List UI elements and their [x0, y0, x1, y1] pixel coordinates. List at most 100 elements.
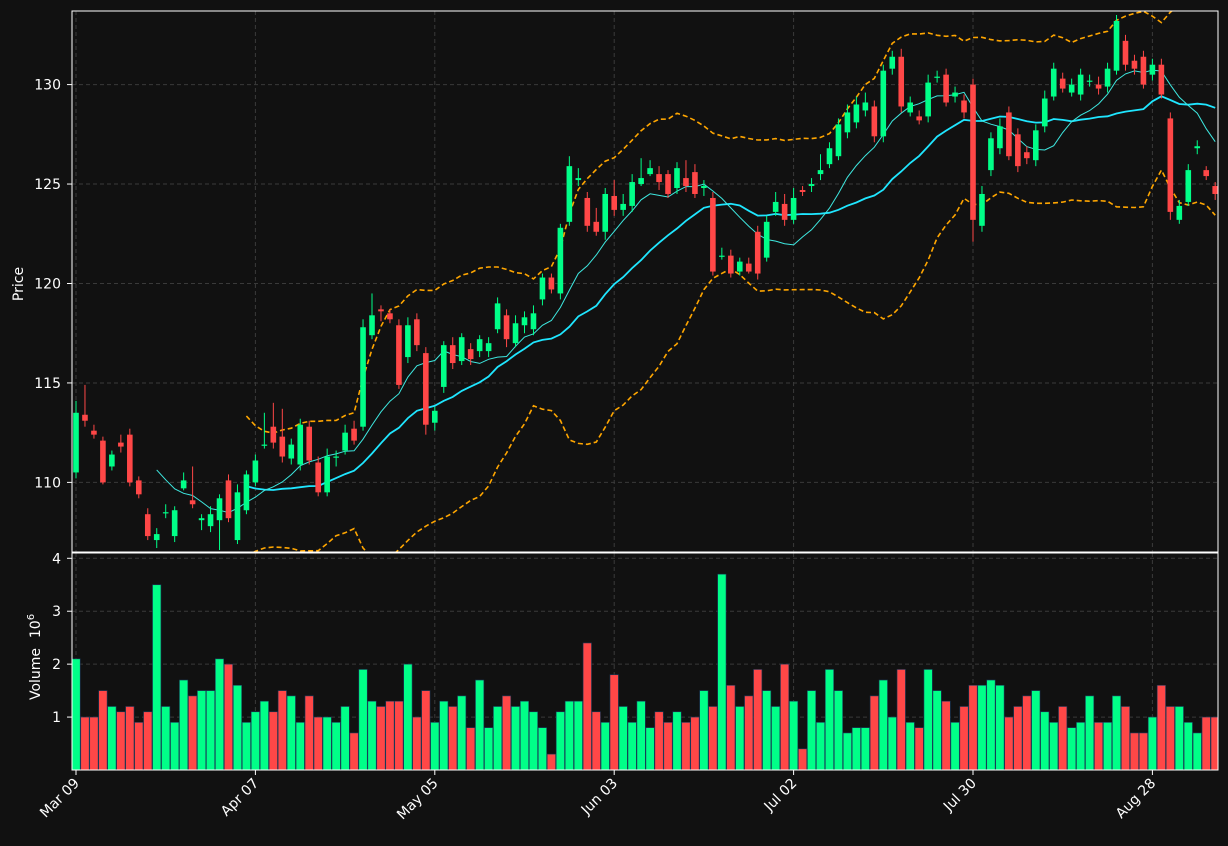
volume-bar — [869, 695, 879, 770]
volume-bar — [950, 722, 960, 770]
volume-bar — [1210, 716, 1218, 770]
candle-body — [1185, 170, 1192, 202]
volume-bar — [206, 690, 216, 770]
volume-bar — [403, 663, 413, 770]
volume-bar — [304, 695, 314, 770]
candle-body — [575, 178, 582, 181]
price-tick-label: 115 — [34, 376, 61, 392]
candle-body — [602, 193, 609, 232]
candle-body — [1113, 20, 1120, 71]
candle-body — [1149, 64, 1156, 75]
candle-body — [835, 124, 842, 157]
volume-bar — [600, 722, 610, 770]
candle-body — [889, 56, 896, 69]
volume-bar — [484, 727, 494, 770]
volume-bar — [340, 706, 350, 770]
volume-bar — [986, 679, 996, 770]
candle-body — [772, 201, 779, 212]
volume-bar — [923, 669, 933, 770]
candle-body — [315, 462, 321, 493]
price-panel-frame — [71, 10, 1219, 553]
volume-bar — [1201, 716, 1211, 770]
candle-body — [674, 168, 680, 189]
volume-bar — [161, 706, 171, 770]
price-tick-label: 110 — [34, 475, 61, 491]
candle-body — [997, 126, 1003, 149]
volume-bar — [268, 711, 278, 770]
candle-body — [73, 412, 79, 473]
volume-axis-label-group: Volume 106 — [26, 614, 44, 700]
volume-bar — [215, 658, 225, 770]
candle-body — [369, 315, 375, 336]
volume-bar — [1192, 732, 1202, 770]
volume-bar — [1138, 732, 1148, 770]
candle-body — [1095, 84, 1102, 89]
candle-body — [405, 325, 411, 358]
candle-body — [144, 514, 151, 537]
candle-body — [1212, 186, 1218, 194]
volume-bar — [295, 722, 305, 770]
candle-body — [127, 434, 133, 483]
candle-body — [225, 480, 232, 519]
volume-bar — [439, 700, 449, 770]
volume-bar — [313, 716, 323, 770]
candle-body — [799, 190, 806, 192]
volume-bar — [179, 679, 189, 770]
volume-bar — [789, 700, 799, 770]
candle-body — [611, 195, 617, 210]
volume-bar — [511, 706, 521, 770]
candle-body — [351, 428, 357, 441]
candle-body — [1059, 78, 1066, 89]
volume-bar — [1085, 695, 1095, 770]
volume-bar — [771, 706, 781, 770]
volume-bar — [681, 722, 691, 770]
candle-body — [745, 263, 752, 272]
candle-body — [629, 182, 635, 206]
volume-bar — [546, 753, 556, 770]
volume-bar — [744, 695, 754, 770]
volume-bar — [125, 706, 135, 770]
candle-body — [396, 325, 402, 385]
volume-bar — [430, 722, 440, 770]
volume-bar — [448, 706, 458, 770]
candle-body — [754, 231, 761, 274]
candle-body — [91, 430, 97, 435]
volume-bar — [717, 573, 727, 770]
candle-body — [423, 353, 429, 425]
volume-bar — [143, 711, 153, 770]
volume-bar — [618, 706, 628, 770]
volume-bar — [519, 700, 529, 770]
volume-bar — [1031, 690, 1041, 770]
volume-bar — [1013, 706, 1023, 770]
candle-body — [476, 339, 483, 352]
volume-axis-exponent: 6 — [26, 614, 37, 620]
volume-panel-frame — [71, 552, 1219, 771]
volume-bar — [753, 669, 763, 770]
volume-bar — [645, 727, 655, 770]
price-tick-label: 125 — [34, 177, 61, 193]
volume-bar — [1156, 685, 1166, 770]
candle-body — [862, 102, 869, 111]
volume-bar — [798, 748, 808, 770]
candle-body — [961, 100, 967, 113]
candle-body — [324, 456, 330, 493]
candle-body — [458, 337, 465, 362]
candle-body — [763, 221, 770, 258]
volume-bar — [780, 663, 790, 770]
candle-body — [198, 518, 205, 521]
volume-bar — [528, 711, 538, 770]
volume-bar — [959, 706, 969, 770]
volume-bar — [564, 700, 574, 770]
volume-bar — [152, 584, 162, 770]
volume-bars — [72, 573, 1218, 770]
candle-body — [1203, 170, 1210, 177]
volume-bar — [1129, 732, 1139, 770]
candle-body — [665, 174, 671, 194]
volume-bar — [663, 722, 673, 770]
candle-body — [871, 106, 878, 137]
candle-body — [656, 174, 662, 183]
volume-bar — [654, 711, 664, 770]
volume-bar — [1120, 706, 1130, 770]
volume-bar — [816, 722, 826, 770]
